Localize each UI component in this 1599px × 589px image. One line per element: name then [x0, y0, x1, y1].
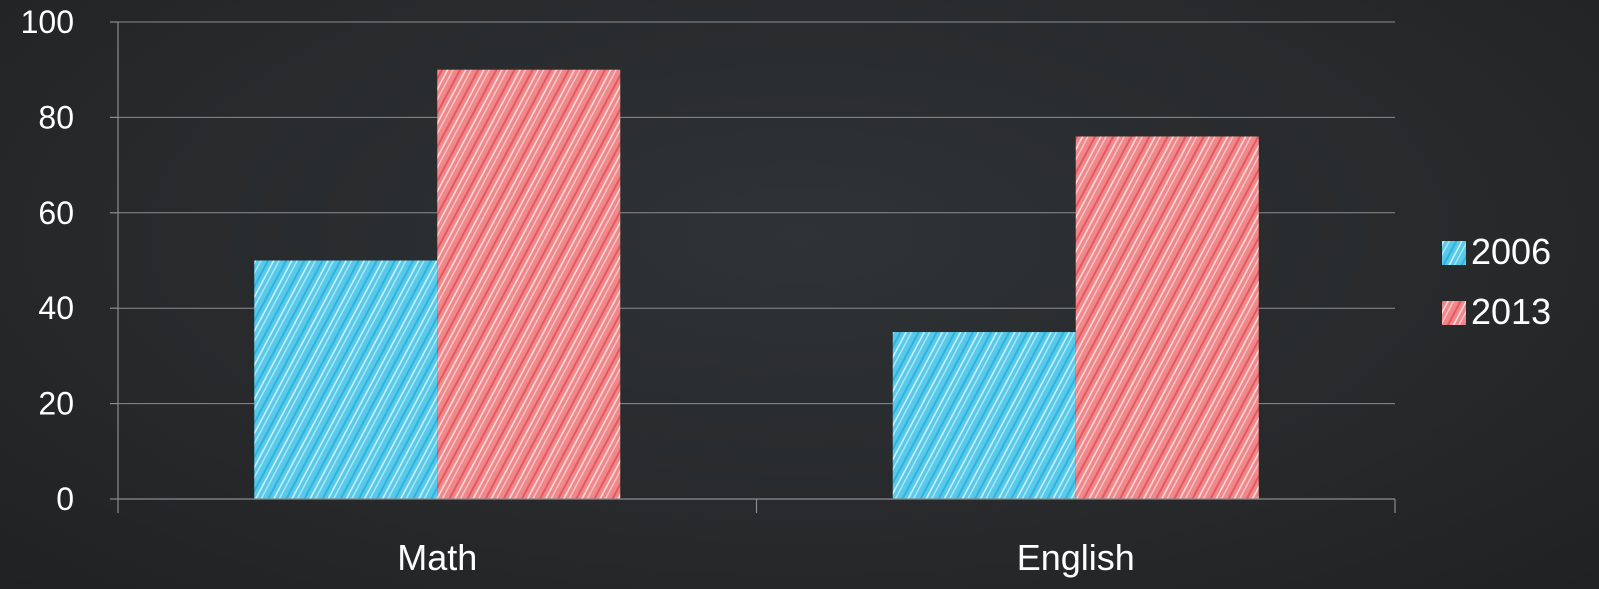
y-tick-label: 0: [56, 481, 74, 517]
x-category-label: English: [1017, 537, 1135, 578]
bar-english-2006: [892, 332, 1076, 499]
x-category-label: Math: [397, 537, 477, 578]
legend-label: 2006: [1471, 231, 1551, 272]
legend: 2006 2013: [1442, 231, 1551, 332]
bars: [254, 69, 1259, 500]
legend-swatch-2006: [1442, 241, 1466, 265]
bar-math-2013: [437, 69, 621, 499]
y-tick-label: 40: [38, 290, 74, 326]
y-tick-label: 20: [38, 386, 74, 422]
bar-math-2006: [254, 260, 438, 499]
legend-label: 2013: [1471, 291, 1551, 332]
legend-swatch-2013: [1442, 301, 1466, 325]
y-tick-label: 60: [38, 195, 74, 231]
y-tick-label: 80: [38, 99, 74, 135]
axes: 0 20 40 60 80 100 Math English: [21, 4, 1396, 578]
bar-english-2013: [1075, 136, 1259, 500]
y-tick-label: 100: [21, 4, 74, 40]
